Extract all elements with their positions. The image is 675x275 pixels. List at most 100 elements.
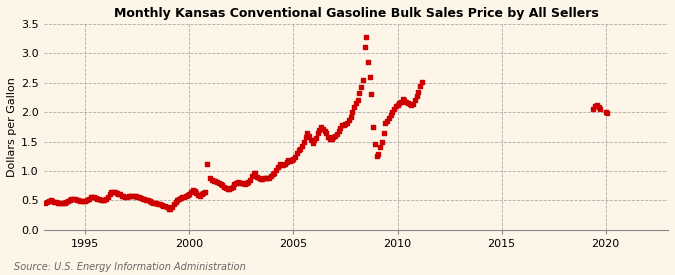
Point xyxy=(54,200,65,205)
Point xyxy=(136,196,146,200)
Point xyxy=(132,195,143,199)
Point xyxy=(245,178,256,182)
Point xyxy=(96,197,107,202)
Point xyxy=(151,201,162,205)
Point xyxy=(283,158,294,163)
Point xyxy=(130,194,141,199)
Point xyxy=(221,186,232,190)
Point xyxy=(142,198,153,203)
Point xyxy=(246,174,257,178)
Point xyxy=(337,123,348,127)
Point xyxy=(281,160,292,164)
Point xyxy=(104,192,115,196)
Point xyxy=(240,182,250,186)
Point xyxy=(396,99,406,104)
Point xyxy=(170,200,181,204)
Point xyxy=(402,101,413,106)
Point xyxy=(109,190,120,194)
Point xyxy=(383,116,394,120)
Point xyxy=(349,105,360,110)
Point xyxy=(264,176,275,180)
Point xyxy=(262,176,273,180)
Point xyxy=(127,193,138,198)
Point xyxy=(333,129,344,133)
Point xyxy=(55,201,66,205)
Point xyxy=(248,170,259,175)
Title: Monthly Kansas Conventional Gasoline Bulk Sales Price by All Sellers: Monthly Kansas Conventional Gasoline Bul… xyxy=(113,7,598,20)
Point xyxy=(344,118,354,122)
Point xyxy=(59,200,70,205)
Point xyxy=(139,197,150,201)
Point xyxy=(269,170,279,175)
Point xyxy=(276,163,287,167)
Point xyxy=(49,199,59,204)
Point xyxy=(57,201,68,205)
Point xyxy=(298,139,309,144)
Point xyxy=(310,136,321,140)
Point xyxy=(92,196,103,201)
Point xyxy=(172,197,183,202)
Point xyxy=(387,110,398,114)
Point xyxy=(160,204,171,208)
Point xyxy=(97,197,108,202)
Point xyxy=(392,103,403,107)
Point xyxy=(326,136,337,141)
Point xyxy=(588,107,599,111)
Point xyxy=(176,196,186,200)
Point xyxy=(273,165,284,169)
Point xyxy=(590,104,601,108)
Point xyxy=(404,102,415,106)
Point xyxy=(47,199,58,203)
Point xyxy=(399,98,410,103)
Point xyxy=(411,94,422,98)
Point xyxy=(361,35,372,39)
Point xyxy=(118,194,129,199)
Point xyxy=(200,189,211,194)
Point xyxy=(595,107,606,111)
Point xyxy=(225,186,236,190)
Point xyxy=(358,78,369,82)
Point xyxy=(362,60,373,64)
Point xyxy=(188,188,198,192)
Point xyxy=(323,135,333,139)
Point xyxy=(148,200,159,205)
Point xyxy=(194,193,205,198)
Point xyxy=(43,199,54,203)
Point xyxy=(217,183,227,187)
Point xyxy=(274,162,285,166)
Point xyxy=(122,195,132,199)
Point xyxy=(290,155,300,160)
Point xyxy=(413,89,424,94)
Point xyxy=(191,191,202,195)
Point xyxy=(259,176,269,180)
Point xyxy=(257,176,268,181)
Point xyxy=(364,75,375,79)
Point xyxy=(591,103,602,107)
Point xyxy=(271,167,281,172)
Point xyxy=(241,181,252,186)
Point xyxy=(155,202,165,207)
Point xyxy=(90,196,101,200)
Point xyxy=(128,193,139,198)
Point xyxy=(156,203,167,207)
Point xyxy=(352,98,363,103)
Point xyxy=(342,120,352,125)
Point xyxy=(113,192,124,196)
Point xyxy=(305,138,316,142)
Point xyxy=(173,196,184,201)
Point xyxy=(198,191,209,196)
Point xyxy=(265,174,276,178)
Point xyxy=(304,133,315,138)
Point xyxy=(401,99,412,104)
Point xyxy=(253,176,264,180)
Point xyxy=(227,185,238,189)
Point xyxy=(144,199,155,203)
Point xyxy=(64,197,75,202)
Point xyxy=(340,122,351,127)
Point xyxy=(300,135,311,139)
Point xyxy=(210,179,221,183)
Point xyxy=(146,200,157,204)
Point xyxy=(80,199,90,203)
Point xyxy=(115,192,126,197)
Point xyxy=(371,154,382,158)
